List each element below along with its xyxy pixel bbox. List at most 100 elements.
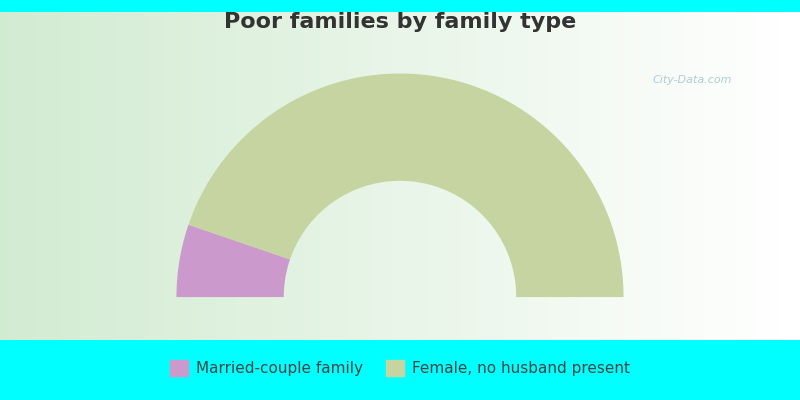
Bar	[204, 12, 208, 340]
Bar	[544, 12, 548, 340]
Bar	[768, 12, 772, 340]
Bar	[540, 12, 544, 340]
Bar	[556, 12, 560, 340]
Bar	[0, 12, 4, 340]
Bar	[700, 12, 704, 340]
Bar	[168, 12, 172, 340]
Bar	[172, 12, 176, 340]
Bar	[300, 12, 304, 340]
Bar	[456, 12, 460, 340]
Bar	[616, 12, 620, 340]
Bar	[108, 12, 112, 340]
Bar	[60, 12, 64, 340]
Bar	[212, 12, 216, 340]
Bar	[612, 12, 616, 340]
Text: Poor families by family type: Poor families by family type	[224, 12, 576, 32]
Bar	[796, 12, 800, 340]
Bar	[524, 12, 528, 340]
Bar	[588, 12, 592, 340]
Bar	[140, 12, 144, 340]
Bar	[492, 12, 496, 340]
Bar	[644, 12, 648, 340]
Bar	[68, 12, 72, 340]
Bar	[100, 12, 104, 340]
Bar	[484, 12, 488, 340]
Bar	[136, 12, 140, 340]
Bar	[196, 12, 200, 340]
Bar	[552, 12, 556, 340]
Bar	[128, 12, 132, 340]
Bar	[308, 12, 312, 340]
Bar	[316, 12, 320, 340]
Bar	[336, 12, 340, 340]
Bar	[628, 12, 632, 340]
Bar	[752, 12, 756, 340]
Bar	[704, 12, 708, 340]
Bar	[736, 12, 740, 340]
Bar	[148, 12, 152, 340]
Bar	[744, 12, 748, 340]
Bar	[584, 12, 588, 340]
Bar	[720, 12, 724, 340]
Bar	[716, 12, 720, 340]
Bar	[264, 12, 268, 340]
Bar	[364, 12, 368, 340]
Bar	[56, 12, 60, 340]
Bar	[288, 12, 292, 340]
Bar	[356, 12, 360, 340]
Bar	[512, 12, 516, 340]
Bar	[272, 12, 276, 340]
Bar	[692, 12, 696, 340]
Bar	[444, 12, 448, 340]
Bar	[428, 12, 432, 340]
Bar	[664, 12, 668, 340]
Bar	[464, 12, 468, 340]
Bar	[156, 12, 160, 340]
Bar	[756, 12, 760, 340]
Bar	[748, 12, 752, 340]
Bar	[40, 12, 44, 340]
Bar	[284, 12, 288, 340]
Bar	[176, 12, 180, 340]
Bar	[412, 12, 416, 340]
Bar	[324, 12, 328, 340]
Bar	[392, 12, 396, 340]
Bar	[160, 12, 164, 340]
Bar	[452, 12, 456, 340]
Bar	[200, 12, 204, 340]
Bar	[388, 12, 392, 340]
Bar	[280, 12, 284, 340]
Bar	[36, 12, 40, 340]
Bar	[764, 12, 768, 340]
Bar	[236, 12, 240, 340]
Bar	[776, 12, 780, 340]
Bar	[124, 12, 128, 340]
Bar	[12, 12, 16, 340]
Bar	[712, 12, 716, 340]
Bar	[184, 12, 188, 340]
Bar	[608, 12, 612, 340]
Bar	[520, 12, 524, 340]
Bar	[340, 12, 344, 340]
Bar	[252, 12, 256, 340]
Bar	[248, 12, 252, 340]
Bar	[64, 12, 68, 340]
Bar	[400, 12, 404, 340]
Bar	[448, 12, 452, 340]
Bar	[696, 12, 700, 340]
Bar	[440, 12, 444, 340]
Bar	[516, 12, 520, 340]
Bar	[572, 12, 576, 340]
Polygon shape	[177, 225, 290, 297]
Bar	[508, 12, 512, 340]
Bar	[224, 12, 228, 340]
Bar	[48, 12, 52, 340]
Bar	[496, 12, 500, 340]
Bar	[580, 12, 584, 340]
Bar	[344, 12, 348, 340]
Bar	[672, 12, 676, 340]
Bar	[740, 12, 744, 340]
Bar	[8, 12, 12, 340]
Bar	[408, 12, 412, 340]
Bar	[728, 12, 732, 340]
